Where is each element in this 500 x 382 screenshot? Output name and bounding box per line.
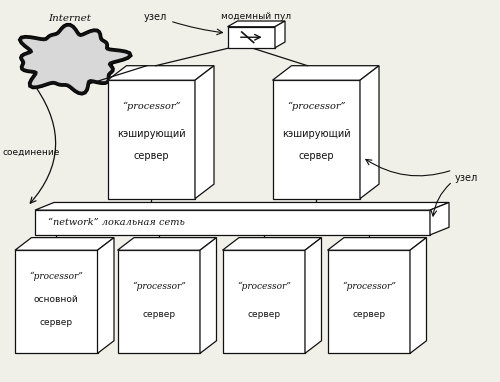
Polygon shape <box>272 80 360 199</box>
Text: “processor”: “processor” <box>237 282 290 291</box>
Polygon shape <box>410 238 426 353</box>
Text: “processor”: “processor” <box>287 102 346 111</box>
Polygon shape <box>98 238 114 353</box>
Text: узел: узел <box>455 173 478 183</box>
Text: соединение: соединение <box>2 148 60 157</box>
Polygon shape <box>228 27 275 48</box>
Text: Internet: Internet <box>48 14 92 23</box>
Polygon shape <box>328 250 410 353</box>
Text: сервер: сервер <box>247 310 280 319</box>
Polygon shape <box>430 202 449 235</box>
Text: узел: узел <box>144 12 167 22</box>
Text: модемный пул: модемный пул <box>221 12 292 21</box>
Polygon shape <box>108 66 214 80</box>
Polygon shape <box>305 238 322 353</box>
Text: сервер: сервер <box>134 151 169 161</box>
Polygon shape <box>20 25 130 93</box>
Polygon shape <box>275 21 285 48</box>
Polygon shape <box>108 80 195 199</box>
Polygon shape <box>195 66 214 199</box>
Text: сервер: сервер <box>40 318 73 327</box>
Text: “processor”: “processor” <box>342 282 396 291</box>
Polygon shape <box>118 250 200 353</box>
Text: основной: основной <box>34 295 78 304</box>
Text: “processor”: “processor” <box>122 102 180 111</box>
Polygon shape <box>328 238 426 250</box>
Text: кэширующий: кэширующий <box>117 128 186 139</box>
Polygon shape <box>228 21 285 27</box>
Polygon shape <box>15 250 98 353</box>
Polygon shape <box>35 202 449 210</box>
Text: сервер: сервер <box>298 151 334 161</box>
Polygon shape <box>222 250 305 353</box>
Polygon shape <box>200 238 216 353</box>
Text: “network” локальная сеть: “network” локальная сеть <box>48 218 184 227</box>
Polygon shape <box>118 238 216 250</box>
Text: сервер: сервер <box>352 310 386 319</box>
Polygon shape <box>222 238 322 250</box>
Polygon shape <box>15 238 114 250</box>
Polygon shape <box>272 66 379 80</box>
Polygon shape <box>35 210 430 235</box>
Text: “processor”: “processor” <box>30 271 83 281</box>
Text: “processor”: “processor” <box>132 282 186 291</box>
Polygon shape <box>360 66 379 199</box>
Text: кэширующий: кэширующий <box>282 128 350 139</box>
Text: сервер: сервер <box>142 310 176 319</box>
